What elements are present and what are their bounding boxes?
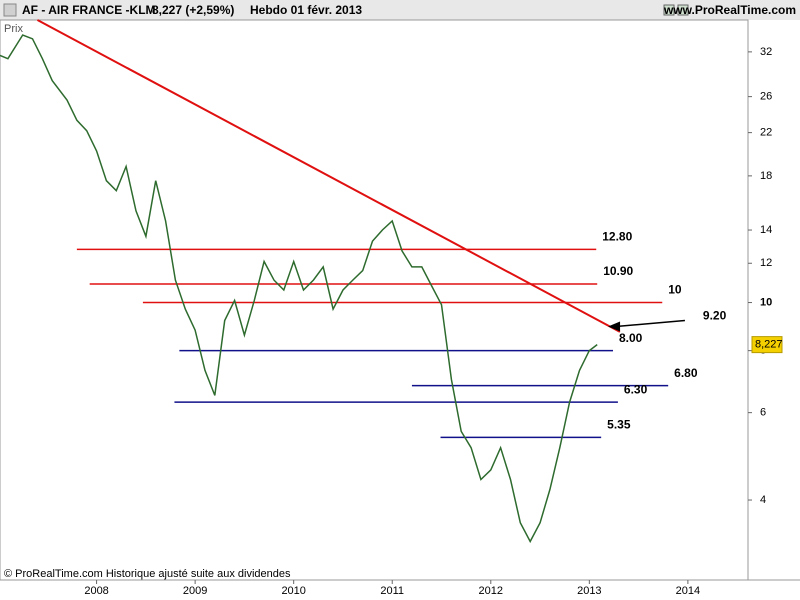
arrow-head [608,321,621,332]
level-label: 10.90 [603,264,633,278]
y-tick-label: 4 [760,494,766,506]
y-tick-label: 10 [760,296,772,308]
x-tick-label: 2012 [479,585,503,597]
y-label: Prix [4,23,23,35]
trend-line [36,19,621,333]
menu-icon[interactable] [3,3,17,17]
level-label: 6.30 [624,382,648,396]
source: www.ProRealTime.com [663,3,796,17]
x-tick-label: 2009 [183,585,207,597]
last-price-tag [751,336,783,354]
y-tick-label: 14 [760,224,772,236]
x-tick-label: 2013 [577,585,601,597]
footer: © ProRealTime.com Historique ajusté suit… [4,568,291,580]
x-tick-label: 2008 [84,585,108,597]
y-tick-label: 32 [760,46,772,58]
chart-title: AF - AIR FRANCE -KLM [22,3,156,17]
level-label: 8.00 [619,331,643,345]
level-label: 6.80 [674,366,698,380]
window-button[interactable] [663,4,675,16]
quote: 8,227 (+2,59%) [152,3,234,17]
y-tick-label: 12 [760,257,772,269]
level-label: 12.80 [602,230,632,244]
x-tick-label: 2011 [380,585,404,597]
last-price-label: 8,227 [755,339,783,351]
y-tick-label: 18 [760,170,772,182]
arrow-label: 9.20 [703,309,727,323]
y-tick-label: 22 [760,127,772,139]
price-line [0,34,598,544]
y-tick-label: 26 [760,91,772,103]
x-tick-label: 2010 [281,585,305,597]
y-tick-label: 6 [760,407,766,419]
window-button[interactable] [677,4,689,16]
header-bar [0,0,800,20]
arrow [615,319,685,328]
level-label: 5.35 [607,418,631,432]
period: Hebdo 01 févr. 2013 [250,3,362,17]
x-tick-label: 2014 [676,585,700,597]
level-label: 10 [668,283,682,297]
